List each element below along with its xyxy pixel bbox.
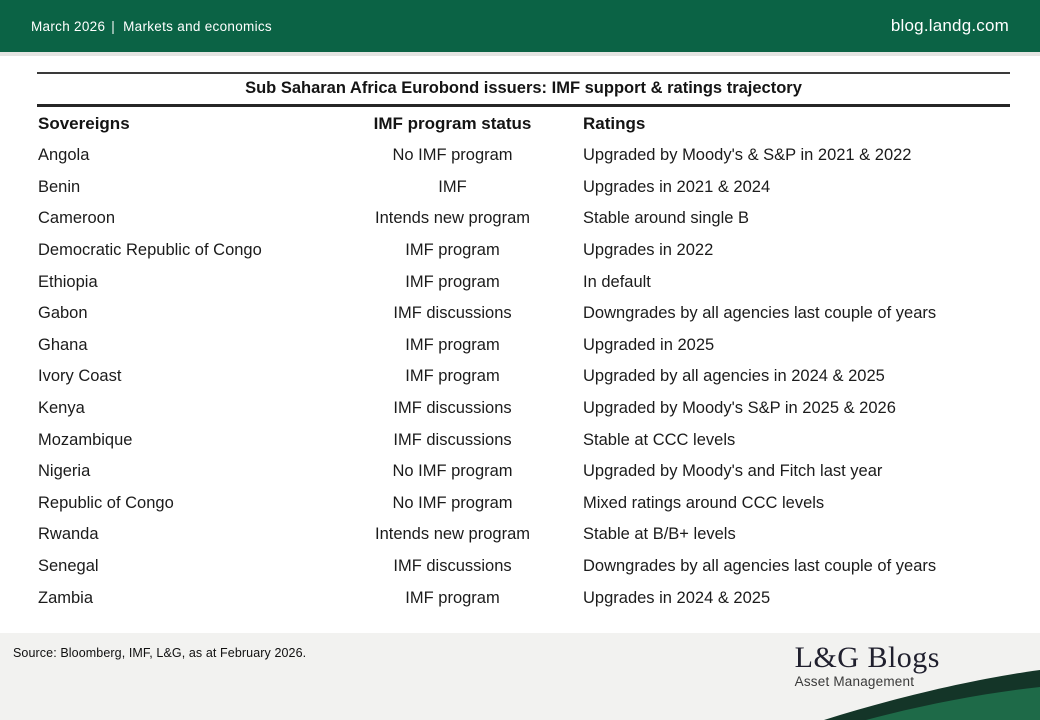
- imf-status-cell: No IMF program: [392, 146, 513, 165]
- rating-cell: In default: [583, 272, 651, 291]
- swoosh-green-fill: [866, 687, 1040, 720]
- rating-cell: Stable at B/B+ levels: [583, 525, 736, 544]
- table-row: Zambia IMF program Upgrades in 2024 & 2025: [37, 582, 1010, 614]
- table-row: Kenya IMF discussions Upgraded by Moody's …: [37, 393, 1010, 425]
- table-row: Gabon IMF discussions Downgrades by all ag…: [37, 298, 1010, 330]
- banner-section: Markets and economics: [123, 18, 272, 34]
- rating-cell: Upgrades in 2024 & 2025: [583, 588, 771, 607]
- table-row: Benin IMF Upgrades in 2021 & 2024: [37, 172, 1010, 204]
- table-title: Sub Saharan Africa Eurobond issuers: IMF…: [37, 72, 1010, 107]
- imf-status-cell: IMF program: [405, 335, 500, 354]
- sovereign-cell: Nigeria: [38, 462, 91, 481]
- footer: Source: Bloomberg, IMF, L&G, as at Febru…: [0, 633, 1040, 720]
- rating-cell: Upgraded in 2025: [583, 335, 715, 354]
- lg-blogs-logo: L&G Blogs Asset Management: [794, 641, 940, 690]
- banner-shadow-divider: [0, 52, 1040, 56]
- rating-cell: Upgraded by Moody's & S&P in 2021 & 2022: [583, 146, 912, 165]
- imf-status-cell: IMF discussions: [393, 399, 512, 418]
- sovereign-cell: Mozambique: [38, 430, 133, 449]
- sovereign-cell: Cameroon: [38, 209, 116, 228]
- table-row: Cameroon Intends new program Stable around…: [37, 203, 1010, 235]
- table-row: Ghana IMF program Upgraded in 2025: [37, 330, 1010, 362]
- rating-cell: Upgraded by all agencies in 2024 & 2025: [583, 367, 885, 386]
- table-body: Angola No IMF program Upgraded by Moody's …: [37, 140, 1010, 614]
- imf-status-cell: IMF discussions: [393, 430, 512, 449]
- imf-status-cell: IMF program: [405, 241, 500, 260]
- rating-cell: Stable at CCC levels: [583, 430, 736, 449]
- sovereign-cell: Rwanda: [38, 525, 99, 544]
- table-grid: Sovereigns IMF program status Ratings An…: [37, 107, 1010, 614]
- rating-cell: Downgrades by all agencies last couple o…: [583, 557, 937, 576]
- imf-status-cell: IMF discussions: [393, 304, 512, 323]
- table-row: Senegal IMF discussions Downgrades by all …: [37, 551, 1010, 583]
- imf-status-cell: No IMF program: [392, 462, 513, 481]
- imf-status-cell: IMF discussions: [393, 557, 512, 576]
- rating-cell: Upgraded by Moody's and Fitch last year: [583, 462, 883, 481]
- table-row: Mozambique IMF discussions Stable at CCC l…: [37, 424, 1010, 456]
- banner-separator: |: [111, 18, 116, 34]
- rating-cell: Stable around single B: [583, 209, 750, 228]
- sovereign-cell: Democratic Republic of Congo: [38, 241, 262, 260]
- sovereign-cell: Gabon: [38, 304, 88, 323]
- rating-cell: Upgraded by Moody's S&P in 2025 & 2026: [583, 399, 896, 418]
- sovereign-cell: Ghana: [38, 335, 88, 354]
- table-row: Democratic Republic of Congo IMF program U…: [37, 235, 1010, 267]
- table-row: Rwanda Intends new program Stable at B/B+ …: [37, 519, 1010, 551]
- rating-cell: Mixed ratings around CCC levels: [583, 493, 825, 512]
- sovereign-cell: Kenya: [38, 399, 85, 418]
- column-header-imf-status: IMF program status: [373, 113, 532, 133]
- rating-cell: Upgrades in 2022: [583, 241, 714, 260]
- banner-site-url: blog.landg.com: [890, 16, 1009, 35]
- imf-status-cell: No IMF program: [392, 493, 513, 512]
- banner-date: March 2026: [31, 18, 106, 34]
- top-banner: March 2026 | Markets and economics blog.…: [0, 0, 1040, 52]
- sovereign-cell: Senegal: [38, 557, 99, 576]
- corner-swoosh-graphic: [824, 670, 1040, 720]
- logo-title: L&G Blogs: [794, 641, 940, 674]
- table-row: Nigeria No IMF program Upgraded by Moody's…: [37, 456, 1010, 488]
- imf-status-cell: IMF program: [405, 367, 500, 386]
- rating-cell: Downgrades by all agencies last couple o…: [583, 304, 937, 323]
- sovereign-cell: Angola: [38, 146, 90, 165]
- table-row: Ethiopia IMF program In default: [37, 266, 1010, 298]
- sovereign-cell: Zambia: [38, 588, 94, 607]
- imf-status-cell: IMF program: [405, 588, 500, 607]
- table-header-row: Sovereigns IMF program status Ratings: [37, 107, 1010, 140]
- banner-left: March 2026 | Markets and economics: [31, 19, 272, 34]
- sovereign-cell: Ethiopia: [38, 272, 98, 291]
- imf-status-cell: Intends new program: [374, 209, 530, 228]
- source-note: Source: Bloomberg, IMF, L&G, as at Febru…: [13, 646, 307, 660]
- eurobond-table: Sub Saharan Africa Eurobond issuers: IMF…: [37, 72, 1010, 614]
- table-row: Ivory Coast IMF program Upgraded by all ag…: [37, 361, 1010, 393]
- logo-subtitle: Asset Management: [794, 674, 915, 689]
- table-row: Republic of Congo No IMF program Mixed rat…: [37, 488, 1010, 520]
- rating-cell: Upgrades in 2021 & 2024: [583, 177, 771, 196]
- imf-status-cell: IMF: [438, 177, 467, 196]
- column-header-ratings: Ratings: [583, 113, 646, 133]
- sovereign-cell: Ivory Coast: [38, 367, 122, 386]
- imf-status-cell: IMF program: [405, 272, 500, 291]
- column-header-sovereigns: Sovereigns: [38, 113, 130, 133]
- table-row: Angola No IMF program Upgraded by Moody's …: [37, 140, 1010, 172]
- imf-status-cell: Intends new program: [374, 525, 530, 544]
- sovereign-cell: Republic of Congo: [38, 493, 174, 512]
- sovereign-cell: Benin: [38, 177, 81, 196]
